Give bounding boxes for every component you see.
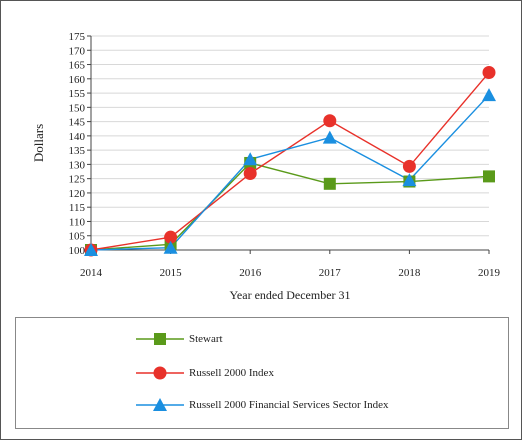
data-point-0-5 [483,170,495,183]
line-chart: 100 105 110 115 120 125 130 135 140 145 150 155 160 1… [31,31,501,302]
legend-label-stewart: Stewart [189,333,223,345]
x-axis-title: Year ended December 31 [229,288,350,302]
legend: Stewart Russell 2000 Index Russell 2000 … [15,317,509,429]
x-tick-label: 2018 [398,267,421,279]
x-tick-label: 2015 [160,267,183,279]
legend-swatch-stewart [136,333,184,345]
y-axis-title: Dollars [31,124,46,162]
data-point-0-3 [323,177,336,190]
y-tick-label: 145 [69,117,86,129]
series-line-2 [90,94,490,251]
x-tick-label: 2016 [239,267,262,279]
x-tick-labels: 2014 2015 2016 2017 2018 2019 [80,267,501,279]
legend-item-russell-2000: Russell 2000 Index [136,363,274,383]
x-tick-label: 2019 [478,267,501,279]
gridlines [87,35,490,254]
data-point-2-3 [322,130,337,144]
series-markers [84,66,496,257]
y-tick-label: 150 [69,102,86,114]
y-tick-label: 115 [69,202,86,214]
y-tick-label: 135 [69,145,86,157]
y-tick-label: 155 [69,88,86,100]
y-tick-label: 165 [69,60,86,72]
y-tick-label: 175 [69,31,86,43]
legend-item-stewart: Stewart [136,329,223,349]
legend-label-russell-2000: Russell 2000 Index [189,367,274,379]
data-point-1-1 [164,230,178,244]
data-point-2-0 [84,243,98,256]
data-point-2-1 [163,240,178,254]
y-tick-label: 140 [69,131,86,143]
y-tick-label: 110 [69,216,86,228]
data-point-1-2 [243,167,257,181]
y-tick-label: 100 [69,245,86,257]
y-tick-label: 160 [69,74,86,86]
x-tick-label: 2014 [80,267,103,279]
legend-item-russell-financial: Russell 2000 Financial Services Sector I… [136,395,389,415]
y-tick-label: 130 [69,159,86,171]
data-point-2-5 [482,88,496,102]
axes [90,36,489,251]
data-point-1-5 [482,66,496,80]
y-tick-label: 125 [69,174,86,186]
legend-swatch-russell-financial [136,398,184,411]
y-tick-label: 120 [69,188,86,200]
series-line-0 [90,162,490,251]
data-point-1-4 [402,159,416,173]
legend-swatch-russell-2000 [136,366,184,380]
series-lines [90,72,490,251]
x-tick-label: 2017 [319,267,342,279]
y-tick-label: 170 [69,45,86,57]
data-point-1-3 [323,114,337,128]
y-tick-label: 105 [69,231,86,243]
series-line-1 [90,72,490,251]
legend-label-russell-financial: Russell 2000 Financial Services Sector I… [189,399,389,411]
data-point-2-2 [243,152,258,166]
y-tick-labels: 100 105 110 115 120 125 130 135 140 145 150 155 160 1… [69,31,86,257]
data-point-2-4 [402,173,417,187]
